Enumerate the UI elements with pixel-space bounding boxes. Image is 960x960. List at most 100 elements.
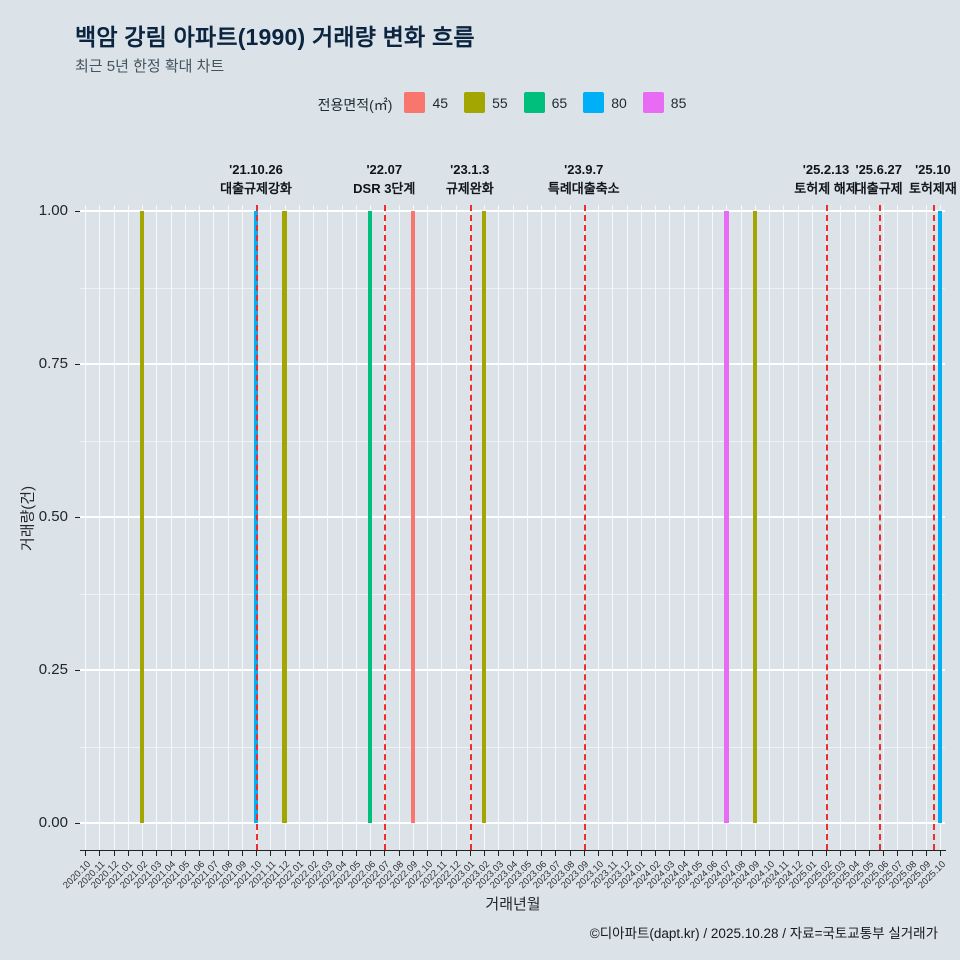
event-line-2022.07 xyxy=(384,205,387,850)
x-tick xyxy=(640,851,642,856)
y-tick-label: 0.75 xyxy=(38,355,68,372)
event-date: '22.07 xyxy=(366,162,403,177)
x-tick xyxy=(726,851,728,856)
bar-55-2021.12 xyxy=(282,211,287,823)
page-title: 백암 강림 아파트(1990) 거래량 변화 흐름 xyxy=(75,24,475,50)
x-tick xyxy=(868,851,870,856)
event-date: '25.6.27 xyxy=(855,162,902,177)
bar-55-2023.02 xyxy=(481,211,487,823)
x-tick xyxy=(170,851,172,856)
event-line-2025.06 xyxy=(878,205,881,850)
event-name: 대출규제 xyxy=(854,181,903,196)
event-line-2021.10 xyxy=(256,205,258,850)
gridline-vertical xyxy=(241,205,243,850)
x-tick xyxy=(612,851,614,856)
x-tick xyxy=(313,851,314,856)
event-date: '25.10 xyxy=(915,162,951,177)
gridline-vertical xyxy=(769,205,770,850)
gridline-vertical xyxy=(797,205,799,850)
legend-label-85: 85 xyxy=(670,94,687,111)
x-tick xyxy=(712,851,713,856)
x-tick xyxy=(583,851,585,856)
y-tick-label: 0.00 xyxy=(38,814,68,831)
x-tick xyxy=(769,851,770,856)
x-tick xyxy=(683,851,685,856)
legend-swatch-65 xyxy=(523,92,545,113)
gridline-vertical xyxy=(85,205,86,850)
legend-item-65: 65 xyxy=(523,92,568,113)
x-tick xyxy=(441,851,443,856)
gridline-vertical xyxy=(598,205,599,850)
x-tick xyxy=(526,851,528,856)
gridline-minor xyxy=(80,746,945,748)
y-tick-label: 1.00 xyxy=(38,202,68,219)
event-label-2021.10: '21.10.26 대출규제강화 xyxy=(220,160,292,198)
x-tick xyxy=(227,851,229,856)
gridline-vertical xyxy=(854,205,856,850)
gridline-vertical xyxy=(911,205,913,850)
gridline-vertical xyxy=(127,205,129,850)
gridline-vertical xyxy=(113,205,115,850)
legend-item-45: 45 xyxy=(404,92,448,113)
gridline-vertical xyxy=(541,205,542,850)
x-tick xyxy=(199,851,200,856)
legend-label-80: 80 xyxy=(611,94,627,111)
event-date: '23.9.7 xyxy=(564,162,604,177)
y-tick xyxy=(75,517,80,518)
event-label-2025.02: '25.2.13 토허제 해제 xyxy=(794,160,857,198)
y-tick xyxy=(75,211,80,212)
x-tick xyxy=(925,851,927,856)
gridline-vertical xyxy=(398,205,400,850)
x-tick xyxy=(384,851,386,856)
x-tick xyxy=(897,851,899,856)
event-label-2022.07: '22.07 DSR 3단계 xyxy=(353,160,415,198)
x-tick xyxy=(355,851,357,856)
x-tick xyxy=(498,851,500,856)
event-line-2023.09 xyxy=(583,205,586,850)
gridline-vertical xyxy=(526,205,528,850)
x-tick xyxy=(669,851,671,856)
gridline-vertical xyxy=(199,205,200,850)
event-name: DSR 3단계 xyxy=(353,181,416,196)
x-tick xyxy=(156,851,158,856)
x-tick xyxy=(284,851,286,856)
gridline-vertical xyxy=(740,205,742,850)
gridline-vertical xyxy=(498,205,500,850)
gridline-vertical xyxy=(683,205,685,850)
x-tick xyxy=(256,851,257,856)
gridline-vertical xyxy=(669,205,671,850)
gridline-vertical xyxy=(341,205,343,850)
gridline-vertical xyxy=(868,205,870,850)
legend: 전용면적(㎡) 45 55 65 80 85 xyxy=(0,92,960,118)
x-tick xyxy=(455,851,457,856)
x-tick xyxy=(940,851,941,856)
event-date: '21.10.26 xyxy=(229,162,283,177)
gridline-vertical xyxy=(441,205,443,850)
legend-items: 45 55 65 80 85 xyxy=(404,92,702,118)
y-tick xyxy=(75,364,80,365)
gridline-major xyxy=(80,822,945,824)
gridline-vertical xyxy=(455,205,457,850)
event-label-2025.10: '25.10 토허제재 xyxy=(909,160,957,198)
bar-45-2022.09 xyxy=(410,211,415,823)
legend-label-45: 45 xyxy=(432,94,449,111)
x-tick xyxy=(826,851,827,856)
event-label-2025.06: '25.6.27 대출규제 xyxy=(855,160,903,198)
x-tick xyxy=(113,851,115,856)
x-tick xyxy=(398,851,400,856)
x-tick xyxy=(127,851,129,856)
legend-label-65: 65 xyxy=(551,94,568,111)
x-tick xyxy=(142,851,143,856)
bar-85-2024.07 xyxy=(724,211,729,823)
x-tick xyxy=(754,851,756,856)
y-axis-title: 거래량(건) xyxy=(19,485,37,552)
gridline-vertical xyxy=(313,205,314,850)
gridline-vertical xyxy=(626,205,628,850)
gridline-vertical xyxy=(697,205,699,850)
legend-swatch-80 xyxy=(583,92,605,113)
event-name: 대출규제강화 xyxy=(220,181,292,196)
x-tick xyxy=(184,851,186,856)
x-tick xyxy=(626,851,628,856)
gridline-vertical xyxy=(883,205,884,850)
